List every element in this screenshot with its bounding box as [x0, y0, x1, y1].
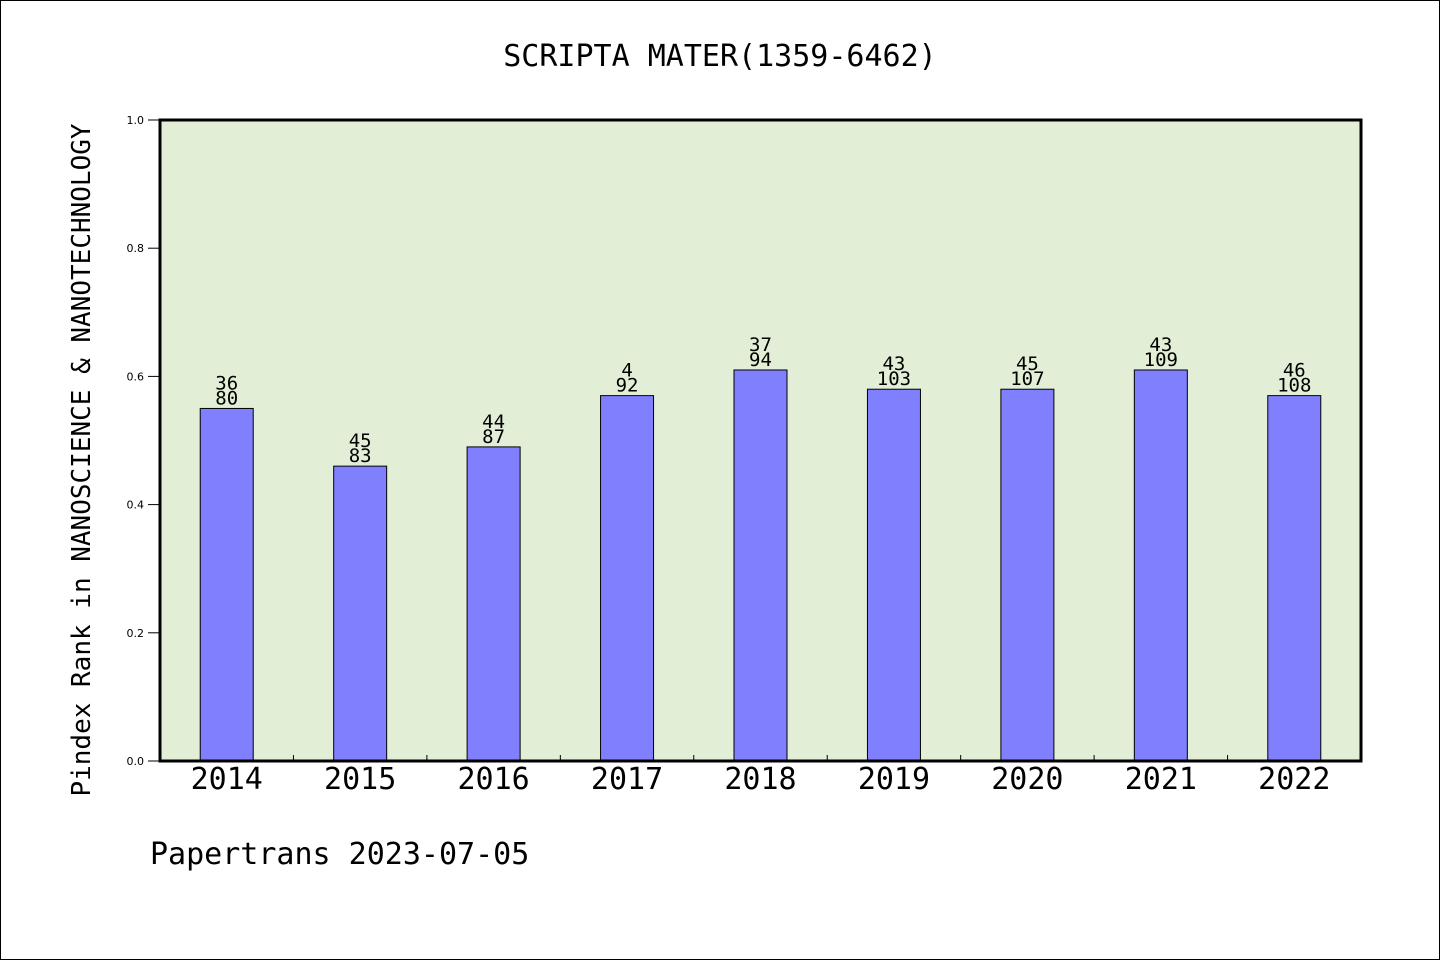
- y-tick-label: 1.0: [127, 114, 145, 127]
- bar-rank-label: 37: [749, 334, 772, 356]
- x-tick-label: 2015: [324, 762, 396, 797]
- x-tick-label: 2014: [191, 762, 263, 797]
- y-tick-label: 0.8: [127, 242, 145, 255]
- x-tick-label: 2016: [457, 762, 529, 797]
- y-axis-label: Pindex Rank in NANOSCIENCE & NANOTECHNOL…: [67, 123, 97, 796]
- bar-total-label: 103: [877, 368, 911, 390]
- x-axis-ticks: 2014 2015 2016 2017 2018 2019 2020 2021 2022: [191, 755, 1330, 797]
- bar: [333, 465, 388, 762]
- bar-rank-label: 43: [1149, 334, 1172, 356]
- footer-credit: Papertrans 2023-07-05: [150, 837, 529, 872]
- x-tick-label: 2018: [724, 762, 796, 797]
- y-tick-label: 0.2: [127, 627, 145, 640]
- bar-rank-label: 44: [482, 411, 505, 433]
- bar-total-label: 94: [749, 349, 772, 371]
- bar: [733, 369, 788, 762]
- chart-title: SCRIPTA MATER(1359-6462): [503, 39, 936, 74]
- bar-rank-label: 4: [621, 360, 632, 382]
- bar-total-label: 87: [482, 426, 505, 448]
- bar-total-label: 107: [1010, 368, 1044, 390]
- bar: [466, 446, 521, 762]
- x-tick-label: 2022: [1258, 762, 1330, 797]
- bar-rank-label: 43: [882, 353, 905, 375]
- x-tick-label: 2019: [858, 762, 930, 797]
- bar-rank-label: 45: [1016, 353, 1039, 375]
- x-tick-label: 2021: [1125, 762, 1197, 797]
- y-tick-label: 0.4: [127, 499, 145, 512]
- plot-border: [158, 118, 1363, 763]
- bar: [1000, 388, 1055, 762]
- bar-total-label: 109: [1144, 349, 1178, 371]
- y-axis-ticks: 0.0 0.2 0.4 0.6 0.8 1.0: [127, 114, 160, 768]
- bar-total-label: 83: [349, 445, 372, 467]
- x-tick-label: 2017: [591, 762, 663, 797]
- bar: [1267, 395, 1322, 762]
- bar-total-label: 108: [1277, 375, 1311, 397]
- bar-total-label: 92: [616, 375, 639, 397]
- bar: [199, 407, 254, 762]
- bar-rank-label: 46: [1283, 360, 1306, 382]
- y-tick-label: 0.0: [127, 755, 145, 768]
- y-tick-label: 0.6: [127, 370, 145, 383]
- bar-rank-label: 45: [349, 430, 372, 452]
- bar-rank-label: 36: [215, 372, 238, 394]
- bar: [600, 395, 655, 762]
- bar: [866, 388, 921, 762]
- bar: [1133, 369, 1188, 762]
- x-tick-label: 2020: [991, 762, 1063, 797]
- bar-total-label: 80: [215, 387, 238, 409]
